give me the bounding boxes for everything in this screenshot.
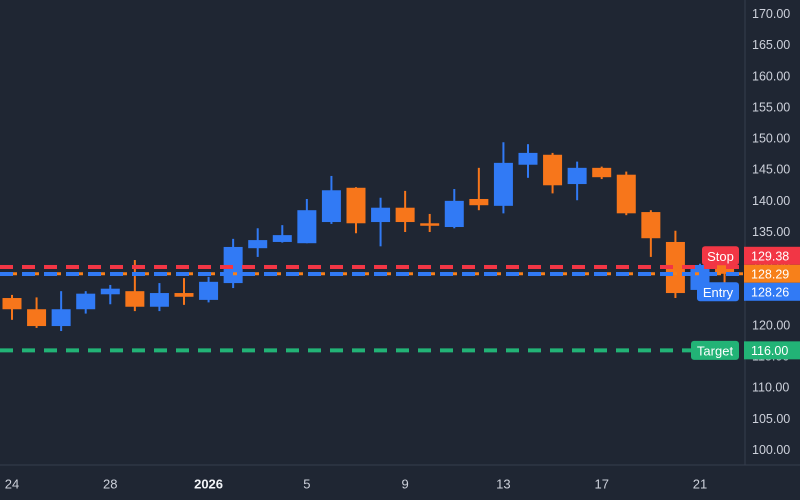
candle-up <box>51 309 71 327</box>
price-tick-label: 100.00 <box>752 443 790 457</box>
candles <box>2 142 735 332</box>
candle-down <box>715 264 735 274</box>
price-tick-label: 105.00 <box>752 412 790 426</box>
candle-up <box>444 200 464 228</box>
candle-up <box>567 167 587 185</box>
candle-down <box>420 223 440 226</box>
time-tick-label: 2026 <box>194 477 223 492</box>
time-tick-label: 5 <box>303 477 310 492</box>
price-tick-label: 120.00 <box>752 318 790 332</box>
svg-text:116.00: 116.00 <box>751 344 788 358</box>
candle-up <box>371 207 391 223</box>
candle-up <box>248 240 268 249</box>
price-tick-label: 170.00 <box>752 7 790 21</box>
svg-text:Target: Target <box>697 343 734 358</box>
price-tick-label: 140.00 <box>752 194 790 208</box>
candle-down <box>395 207 415 223</box>
stop-price-badge: 129.38 <box>744 246 800 265</box>
candle-down <box>592 167 612 178</box>
target-price-badge: 116.00 <box>744 341 800 360</box>
candle-up <box>272 235 292 242</box>
candle-up <box>76 293 96 310</box>
candle-down <box>641 212 661 239</box>
candle-up <box>321 190 341 223</box>
entry-label[interactable]: Entry <box>697 282 739 302</box>
candle-up <box>297 210 317 244</box>
candle-down <box>125 291 145 307</box>
svg-text:Stop: Stop <box>707 249 734 264</box>
candle-down <box>543 154 563 186</box>
svg-text:128.26: 128.26 <box>751 285 789 299</box>
price-tick-label: 110.00 <box>752 381 789 395</box>
candle-up <box>518 152 538 165</box>
target-label[interactable]: Target <box>691 340 739 360</box>
time-tick-label: 21 <box>693 477 707 492</box>
trade-levels <box>0 265 745 353</box>
svg-text:Entry: Entry <box>703 285 734 300</box>
candle-up <box>100 288 120 295</box>
time-tick-label: 24 <box>5 477 19 492</box>
candle-down <box>665 241 685 294</box>
price-tick-label: 150.00 <box>752 132 790 146</box>
candle-up <box>199 281 219 300</box>
time-tick-label: 9 <box>402 477 409 492</box>
candle-down <box>2 298 22 310</box>
svg-text:128.29: 128.29 <box>751 267 789 281</box>
time-axis[interactable]: 24 28 2026 5 9 13 17 21 <box>0 464 800 492</box>
time-tick-label: 28 <box>103 477 117 492</box>
current_price-price-badge: 128.29 <box>744 264 800 283</box>
trade-level-labels: Stop Entry Target <box>691 246 739 360</box>
candle-down <box>616 174 636 214</box>
svg-text:129.38: 129.38 <box>751 249 789 263</box>
stop-label[interactable]: Stop <box>702 246 739 266</box>
candle-down <box>27 309 47 327</box>
time-tick-label: 17 <box>594 477 608 492</box>
price-tick-label: 165.00 <box>752 38 790 52</box>
price-tick-label: 155.00 <box>752 100 790 114</box>
candle-down <box>174 293 194 297</box>
candle-down <box>469 198 489 206</box>
entry-price-badge: 128.26 <box>744 282 800 301</box>
price-axis-badges: 129.38 128.29 128.26 116.00 <box>744 246 800 360</box>
candle-down <box>346 187 366 224</box>
price-tick-label: 135.00 <box>752 225 790 239</box>
time-tick-label: 13 <box>496 477 510 492</box>
candle-up <box>493 162 513 206</box>
candle-up <box>149 293 169 307</box>
price-tick-label: 145.00 <box>752 163 790 177</box>
price-tick-label: 160.00 <box>752 69 790 83</box>
